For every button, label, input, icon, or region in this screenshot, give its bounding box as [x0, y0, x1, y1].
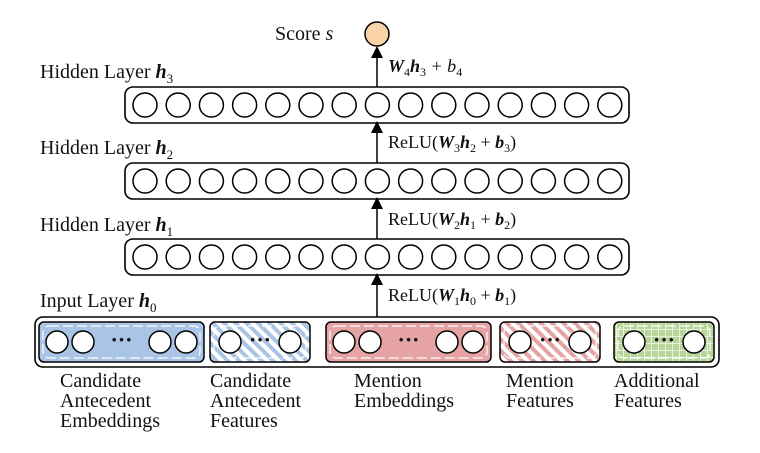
neuron: [198, 92, 225, 118]
neuron: [530, 92, 557, 118]
neuron: [464, 92, 490, 118]
input-neuron: [148, 330, 172, 354]
ellipsis-dots: ···: [397, 327, 419, 352]
neuron: [563, 92, 590, 118]
neuron: [132, 244, 158, 270]
neuron: [331, 244, 357, 270]
neuron: [530, 244, 557, 270]
neuron: [132, 168, 158, 194]
ellipsis-dots: ···: [249, 327, 271, 352]
neuron: [397, 168, 424, 194]
ellipsis-dots: ···: [539, 327, 561, 352]
group-inner-outline: [503, 325, 597, 359]
neuron: [165, 92, 191, 118]
hidden-layer-1-label: Hidden Layer h1: [40, 214, 173, 239]
group-inner-outline: [329, 325, 488, 359]
neuron: [298, 92, 324, 118]
input-neuron: [218, 330, 242, 354]
input-neuron: [682, 330, 706, 354]
hidden-layer-3-label: Hidden Layer h3: [40, 61, 173, 86]
input-neuron: [278, 330, 302, 354]
input-layer-label: Input Layer h0: [40, 290, 156, 315]
neuron: [364, 92, 391, 118]
neuron: [497, 92, 523, 118]
equation-2: ReLU(W3h2 + b3): [388, 132, 516, 155]
neuron: [397, 244, 424, 270]
input-group-mention-features: ··· Mention Features: [499, 321, 601, 412]
neuron: [198, 168, 225, 194]
ellipsis-dots: ···: [653, 327, 675, 352]
input-neuron: [358, 330, 382, 354]
input-group-label: Candidate Antecedent Features: [210, 370, 302, 432]
input-group-label: Candidate Antecedent Embeddings: [60, 370, 160, 432]
neuron: [464, 244, 490, 270]
neuron: [431, 92, 457, 118]
hidden-layer-2-label: Hidden Layer h2: [40, 137, 173, 162]
input-group-label: Mention Features: [506, 370, 574, 412]
score-circle: [364, 21, 390, 47]
neuron: [165, 168, 191, 194]
neuron: [563, 244, 590, 270]
equation-1: ReLU(W2h1 + b2): [388, 209, 516, 232]
neuron: [231, 244, 258, 270]
hidden-layer-3: Hidden Layer h3 W4h3 + b4: [40, 46, 630, 124]
equation-3: W4h3 + b4: [388, 56, 462, 79]
neuron: [298, 244, 324, 270]
neuron: [563, 168, 590, 194]
neuron: [597, 168, 623, 194]
neuron: [364, 244, 391, 270]
equation-0: ReLU(W1h0 + b1): [388, 285, 516, 308]
ellipsis-dots: ···: [110, 327, 132, 352]
group-inner-outline: [617, 325, 711, 359]
neuron: [397, 92, 424, 118]
neuron: [597, 244, 623, 270]
input-neuron: [508, 330, 532, 354]
neuron: [431, 244, 457, 270]
hidden-layer-2: Hidden Layer h2 ReLU(W3h2 + b3): [40, 121, 630, 200]
input-neuron: [45, 330, 69, 354]
neuron: [132, 92, 158, 118]
input-neuron: [174, 330, 198, 354]
neuron: [198, 244, 225, 270]
hidden-layer-1: Hidden Layer h1 ReLU(W2h1 + b2): [40, 197, 630, 276]
neuron: [231, 168, 258, 194]
neuron: [431, 168, 457, 194]
input-group-label: Mention Embeddings: [354, 370, 454, 412]
input-neuron: [435, 330, 459, 354]
input-group-label: Additional Features: [614, 370, 700, 412]
neuron: [265, 244, 291, 270]
neuron: [530, 168, 557, 194]
neuron: [231, 92, 258, 118]
input-neuron: [622, 330, 646, 354]
score-label: Score s: [275, 23, 334, 45]
neuron: [364, 168, 391, 194]
neuron: [165, 244, 191, 270]
neuron: [497, 244, 523, 270]
neuron: [497, 168, 523, 194]
group-inner-outline: [213, 325, 307, 359]
input-group-mention-embeddings: ··· Mention Embeddings: [325, 321, 492, 412]
neuron: [298, 168, 324, 194]
neuron: [265, 168, 291, 194]
input-group-additional-features: ··· Additional Features: [613, 321, 715, 412]
score-node: Score s: [275, 21, 390, 47]
input-group-candidate-antecedent-embeddings: ··· Candidate Antecedent Embeddings: [38, 321, 205, 432]
neuron: [265, 92, 291, 118]
input-neuron: [332, 330, 356, 354]
input-neuron: [71, 330, 95, 354]
neuron: [464, 168, 490, 194]
neuron: [331, 92, 357, 118]
neuron: [331, 168, 357, 194]
input-neuron: [461, 330, 485, 354]
input-group-candidate-antecedent-features: ··· Candidate Antecedent Features: [209, 321, 311, 432]
neuron: [597, 92, 623, 118]
group-inner-outline: [42, 325, 201, 359]
input-neuron: [568, 330, 592, 354]
